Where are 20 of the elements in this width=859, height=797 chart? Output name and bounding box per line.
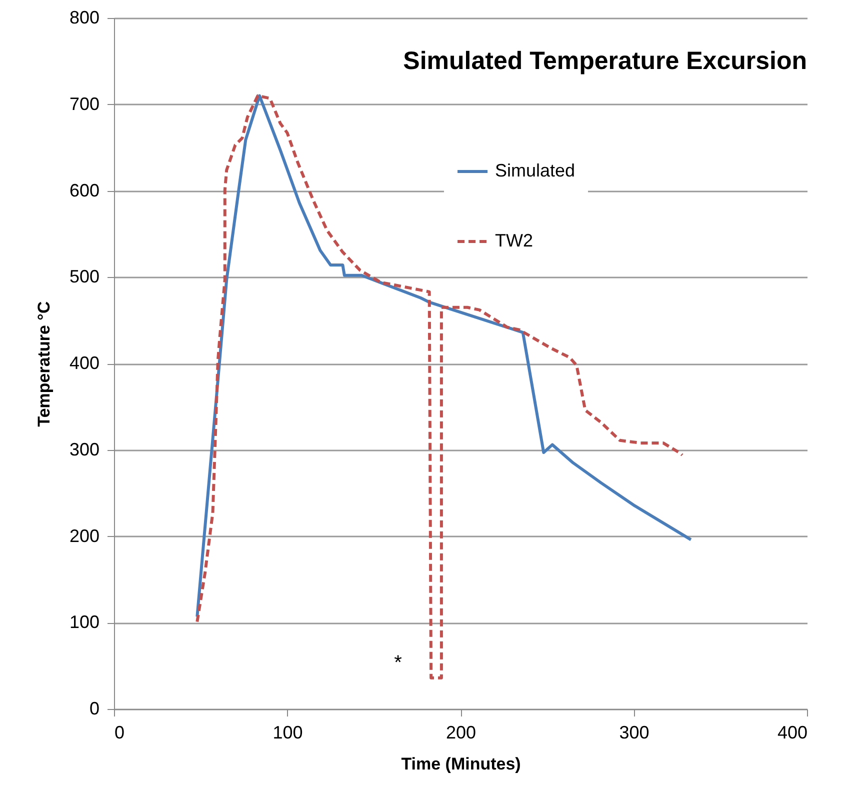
y-tick-label: 500 [69, 266, 100, 287]
y-tick-label: 100 [69, 612, 100, 632]
x-tick-label: 0 [114, 722, 125, 742]
y-tick-label: 400 [69, 353, 100, 373]
x-tick-label: 300 [619, 722, 650, 742]
y-tick-label: 300 [69, 439, 100, 460]
x-tick-label: 200 [446, 722, 476, 742]
legend-label: Simulated [495, 160, 576, 180]
text: Simulated Temperature Excursion [403, 47, 807, 75]
y-tick-label: 0 [89, 698, 100, 718]
x-tick-label: 100 [272, 722, 303, 742]
y-tick-label: 800 [69, 8, 100, 28]
y-tick-label: 700 [69, 94, 100, 114]
x-axis-title: Time (Minutes) [401, 754, 521, 774]
annotation: * [394, 652, 402, 674]
legend-label: TW2 [495, 230, 533, 250]
x-tick-label: 400 [777, 722, 808, 742]
y-tick-label: 600 [69, 180, 100, 200]
y-axis-title: Temperature °C [34, 301, 54, 427]
y-tick-label: 200 [69, 526, 100, 546]
